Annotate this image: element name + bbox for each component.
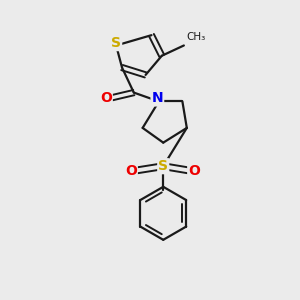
Text: S: S xyxy=(111,36,121,50)
Text: O: O xyxy=(125,164,137,178)
Text: O: O xyxy=(188,164,200,178)
Text: N: N xyxy=(152,92,163,106)
Text: S: S xyxy=(158,159,168,173)
Text: O: O xyxy=(100,92,112,106)
Text: CH₃: CH₃ xyxy=(187,32,206,42)
